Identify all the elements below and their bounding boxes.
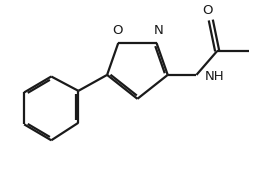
Text: O: O xyxy=(112,24,123,37)
Text: NH: NH xyxy=(204,70,224,83)
Text: O: O xyxy=(202,4,213,17)
Text: N: N xyxy=(153,24,163,37)
